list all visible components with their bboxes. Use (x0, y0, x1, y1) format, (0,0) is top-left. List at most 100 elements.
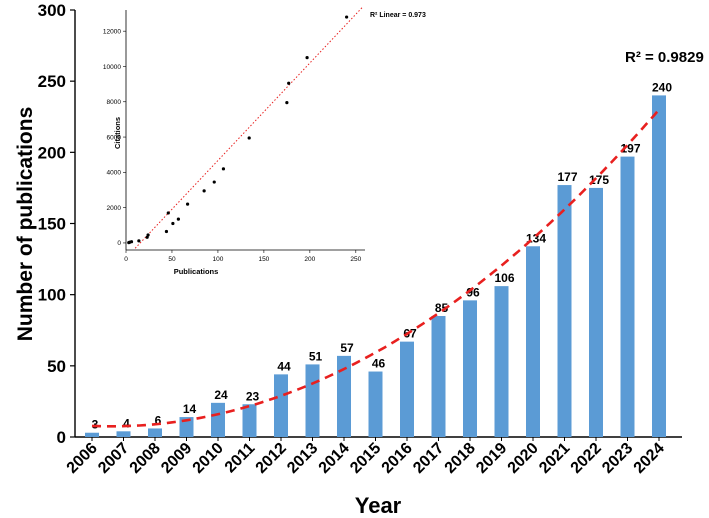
bar-2017 (431, 316, 446, 437)
inset-x-tick-label: 150 (258, 256, 269, 263)
y-tick-label: 150 (38, 215, 66, 234)
inset-y-tick-label: 12000 (103, 28, 121, 35)
bar-2014 (337, 355, 351, 437)
bar-2010 (211, 402, 225, 437)
inset-point-6 (164, 229, 169, 234)
bar-2023 (620, 156, 635, 437)
data-label-2018: 96 (466, 285, 480, 299)
bar-2021 (557, 185, 572, 437)
x-tick-label-2007: 2007 (95, 440, 132, 477)
x-tick-label-2012: 2012 (253, 440, 290, 477)
inset-y-tick-label: 2000 (107, 205, 122, 212)
x-tick-label-2006: 2006 (64, 440, 101, 477)
data-label-2017: 85 (435, 301, 449, 315)
x-tick-label-2017: 2017 (410, 440, 447, 477)
inset-y-tick-label: 10000 (103, 64, 121, 71)
data-label-2019: 106 (494, 271, 514, 285)
inset-point-9 (176, 217, 180, 221)
data-label-2006: 3 (92, 418, 99, 432)
data-label-2021: 177 (557, 170, 577, 184)
data-label-2022: 175 (589, 173, 609, 187)
bar-2007 (116, 431, 131, 437)
data-label-2023: 197 (620, 142, 640, 156)
y-tick-label: 0 (57, 428, 66, 447)
x-tick-label-2023: 2023 (599, 440, 636, 477)
x-tick-label-2014: 2014 (316, 440, 353, 477)
bar-2022 (589, 187, 603, 437)
data-label-2024: 240 (652, 80, 672, 94)
bar-2013 (305, 364, 320, 437)
inset-point-7 (166, 211, 170, 215)
data-label-2011: 23 (246, 389, 260, 403)
inset-point-16 (287, 81, 291, 85)
inset-scatter-plot: Citations Publications R² Linear = 0.973… (103, 6, 426, 276)
y-tick-label: 200 (38, 143, 66, 162)
x-tick-label-2024: 2024 (631, 440, 668, 477)
x-tick-label-2011: 2011 (222, 440, 259, 477)
data-label-2014: 57 (340, 341, 354, 355)
y-axis-title: Number of publications (14, 107, 37, 342)
x-tick-label-2021: 2021 (536, 440, 573, 477)
data-label-2009: 14 (183, 402, 197, 416)
bar-2018 (463, 300, 477, 437)
bar-2006 (85, 432, 99, 437)
inset-point-14 (247, 136, 251, 140)
y-tick-label: 100 (38, 286, 66, 305)
data-label-2013: 51 (309, 349, 323, 363)
x-tick-label-2016: 2016 (379, 440, 416, 477)
inset-point-13 (221, 167, 226, 171)
data-label-2008: 6 (155, 413, 162, 427)
inset-point-8 (171, 221, 175, 226)
inset-y-tick-label: 0 (117, 240, 121, 247)
y-tick-label: 50 (47, 357, 66, 376)
x-tick-label-2015: 2015 (347, 440, 384, 477)
bar-2024 (652, 95, 666, 438)
inset-point-12 (212, 180, 216, 184)
inset-y-tick-label: 4000 (107, 170, 122, 177)
data-label-2016: 67 (403, 327, 417, 341)
bar-2015 (368, 371, 383, 437)
bar-2008 (148, 428, 162, 437)
inset-point-5 (146, 233, 150, 237)
x-axis-title: Year (355, 493, 402, 518)
data-label-2015: 46 (372, 357, 386, 371)
inset-r2-label: R² Linear = 0.973 (370, 12, 426, 19)
x-tick-label-2022: 2022 (568, 440, 605, 477)
data-label-2010: 24 (214, 388, 228, 402)
bar-2011 (242, 404, 257, 437)
x-tick-label-2020: 2020 (505, 440, 542, 477)
inset-point-3 (137, 239, 141, 243)
inset-point-15 (285, 101, 289, 105)
y-tick-label: 300 (38, 1, 66, 20)
inset-x-tick-label: 0 (124, 256, 128, 263)
inset-x-tick-label: 250 (350, 256, 361, 263)
inset-point-2 (129, 240, 134, 244)
inset-x-tick-label: 50 (168, 256, 176, 263)
inset-y-tick-label: 8000 (107, 99, 122, 106)
x-tick-label-2019: 2019 (473, 440, 510, 477)
x-tick-label-2018: 2018 (442, 440, 479, 477)
inset-trend-line (134, 6, 364, 249)
x-tick-label-2010: 2010 (190, 440, 227, 477)
inset-point-11 (202, 189, 206, 193)
inset-x-tick-label: 100 (212, 256, 223, 263)
main-r2-label: R² = 0.9829 (625, 49, 704, 66)
x-tick-label-2013: 2013 (284, 440, 321, 477)
trend-line (91, 108, 660, 428)
bar-2012 (274, 374, 288, 437)
inset-y-tick-label: 6000 (107, 134, 122, 141)
bar-2020 (526, 246, 540, 437)
inset-point-17 (305, 56, 309, 60)
inset-point-10 (185, 202, 190, 206)
y-tick-label: 250 (38, 72, 66, 91)
data-label-2012: 44 (277, 359, 291, 373)
x-tick-label-2009: 2009 (158, 440, 195, 477)
inset-x-axis-title: Publications (174, 267, 219, 276)
inset-point-18 (345, 15, 349, 19)
bar-2019 (494, 286, 509, 437)
bar-2016 (400, 341, 414, 437)
data-label-2007: 4 (123, 416, 130, 430)
inset-y-axis-title: Citations (113, 117, 122, 149)
x-tick-label-2008: 2008 (127, 440, 164, 477)
